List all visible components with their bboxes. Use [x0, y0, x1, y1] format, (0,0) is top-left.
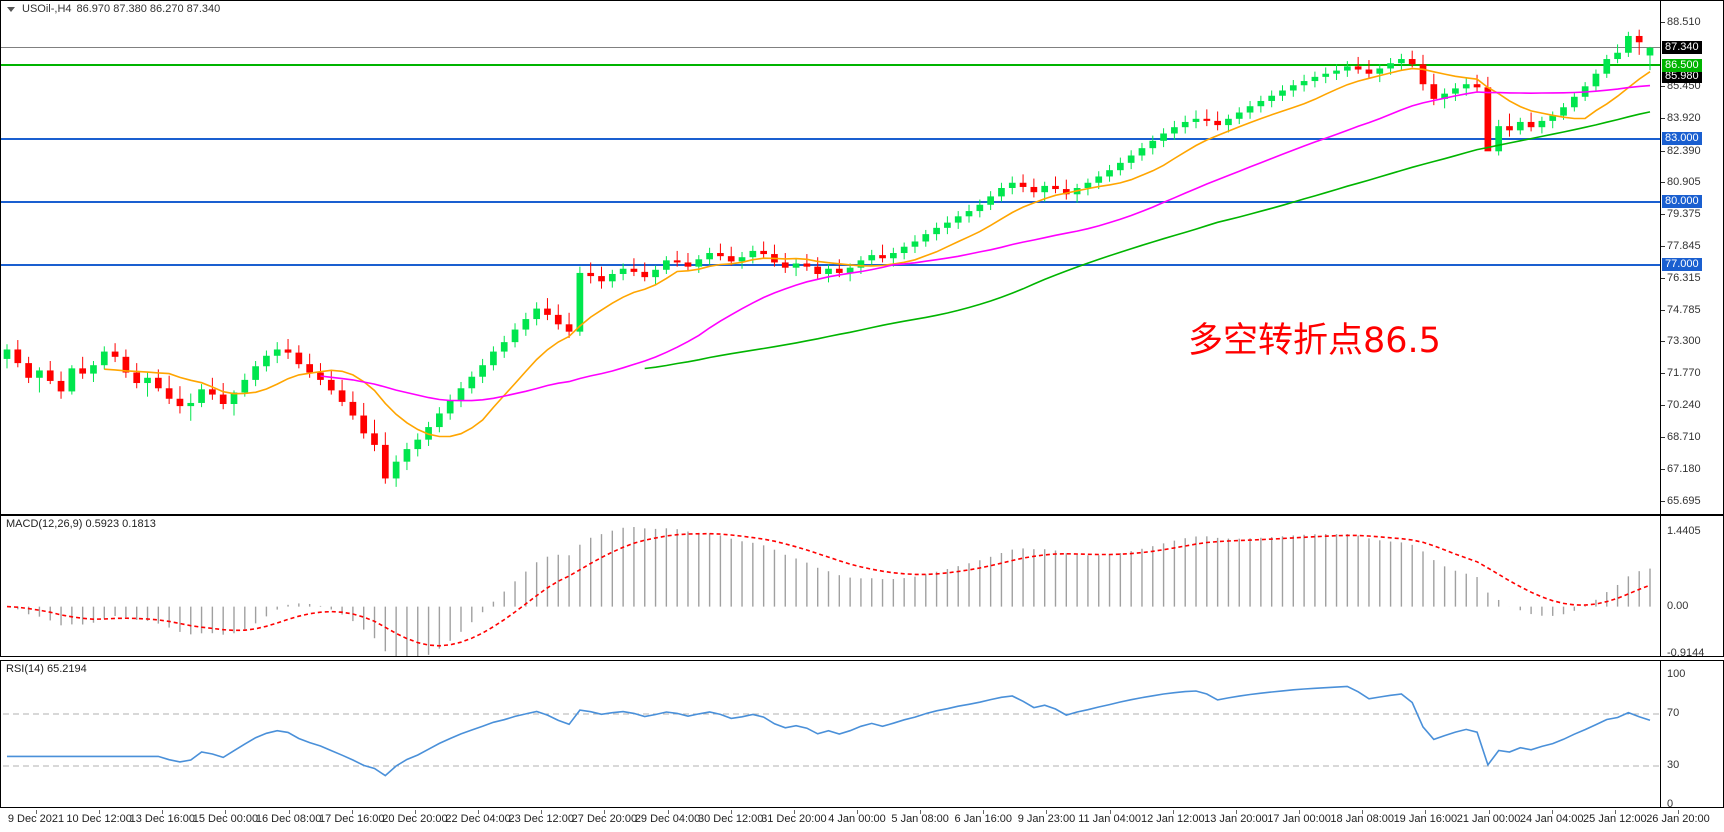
- time-axis-tick: [99, 810, 101, 814]
- rsi-panel[interactable]: RSI(14) 65.2194 100 70 30 0: [0, 660, 1724, 808]
- chart-symbol-label: USOil-,H4: [22, 3, 72, 15]
- chart-annotation-text: 多空转折点86.5: [1188, 321, 1441, 361]
- time-axis-label: 26 Jan 20:00: [1646, 813, 1710, 825]
- level-tag-80000[interactable]: 80.000: [1662, 195, 1702, 209]
- time-axis-tick: [414, 810, 416, 814]
- time-axis-label: 4 Jan 00:00: [828, 813, 886, 825]
- time-axis-label: 20 Dec 20:00: [382, 813, 448, 825]
- level-tag-86500[interactable]: 86.500: [1662, 58, 1702, 72]
- time-axis-tick: [1488, 810, 1490, 814]
- time-axis-label: 24 Jan 04:00: [1519, 813, 1584, 825]
- rsi-axis[interactable]: 100 70 30 0: [1660, 661, 1723, 807]
- time-axis-label: 25 Jan 12:00: [1583, 813, 1647, 825]
- support-line-86500[interactable]: [1, 64, 1723, 67]
- time-axis[interactable]: 9 Dec 2021 10 Dec 12:00 13 Dec 16:00 15 Dec…: [0, 810, 1724, 832]
- time-axis-label: 31 Dec 20:00: [761, 813, 827, 825]
- rsi-series: [3, 685, 1660, 777]
- macd-label: MACD(12,26,9) 0.5923 0.1813: [6, 518, 156, 530]
- macd-axis[interactable]: 1.4405 0.00 -0.9144: [1660, 516, 1723, 656]
- support-line-83000[interactable]: [1, 137, 1723, 140]
- time-axis-label: 10 Dec 12:00: [66, 813, 132, 825]
- time-axis-tick: [541, 810, 543, 814]
- rsi-label: RSI(14) 65.2194: [6, 663, 87, 675]
- time-axis-tick: [1172, 810, 1174, 814]
- time-axis-label: 19 Jan 16:00: [1393, 813, 1458, 825]
- time-axis-label: 30 Dec 12:00: [697, 813, 764, 825]
- time-axis-label: 5 Jan 08:00: [891, 813, 949, 825]
- macd-histogram: [17, 527, 1651, 656]
- time-axis-tick: [1109, 810, 1111, 814]
- time-axis-tick: [36, 810, 37, 814]
- rsi-line: [7, 685, 1651, 777]
- chart-header: USOil-,H4 86.970 87.380 86.270 87.340: [7, 3, 220, 15]
- price-axis[interactable]: 88.510 85.450 83.920 82.390 80.905 79.375 77.8…: [1660, 1, 1723, 514]
- ma-mid-line: [320, 84, 1651, 402]
- time-axis-tick: [1362, 810, 1364, 814]
- time-axis-label: 6 Jan 16:00: [954, 813, 1013, 825]
- time-axis-label: 15 Dec 00:00: [192, 813, 259, 825]
- last-price-tag[interactable]: 87.340: [1662, 41, 1702, 55]
- rsi-plot-area[interactable]: [1, 661, 1723, 807]
- time-axis-tick: [225, 810, 227, 814]
- time-axis-tick: [604, 810, 606, 814]
- time-axis-tick: [667, 810, 669, 814]
- price-plot-area[interactable]: [1, 1, 1723, 514]
- support-line-80000[interactable]: [1, 200, 1723, 203]
- time-axis-label: 17 Dec 16:00: [319, 813, 385, 825]
- time-axis-label: 13 Dec 16:00: [129, 813, 196, 825]
- time-axis-tick: [288, 810, 290, 814]
- time-axis-label: 13 Jan 20:00: [1204, 813, 1268, 825]
- time-axis-tick: [1425, 810, 1427, 814]
- time-axis-tick: [1614, 810, 1616, 814]
- time-axis-label: 11 Jan 04:00: [1078, 813, 1142, 825]
- time-axis-tick: [351, 810, 353, 814]
- time-axis-label: 17 Jan 00:00: [1267, 813, 1331, 825]
- time-axis-tick: [793, 810, 795, 814]
- time-axis-label: 9 Dec 2021: [7, 813, 65, 825]
- candlestick-series: [3, 29, 1654, 487]
- time-axis-tick: [1678, 810, 1679, 814]
- ma-fast-line: [104, 67, 1651, 438]
- time-axis-label: 16 Dec 08:00: [255, 813, 322, 825]
- time-axis-label: 9 Jan 23:00: [1017, 813, 1076, 825]
- time-axis-tick: [920, 810, 922, 814]
- time-axis-tick: [1299, 810, 1301, 814]
- macd-series: [6, 527, 1651, 656]
- time-axis-label: 21 Jan 00:00: [1456, 813, 1521, 825]
- main-price-panel[interactable]: USOil-,H4 86.970 87.380 86.270 87.340 88…: [0, 0, 1724, 515]
- level-tag-77000[interactable]: 77.000: [1662, 258, 1702, 272]
- triangle-down-icon[interactable]: [7, 6, 15, 12]
- time-axis-tick: [857, 810, 858, 814]
- time-axis-tick: [983, 810, 985, 814]
- time-axis-label: 23 Dec 12:00: [508, 813, 574, 825]
- time-axis-tick: [1046, 810, 1048, 814]
- time-axis-label: 18 Jan 08:00: [1330, 813, 1395, 825]
- last-price-line[interactable]: [1, 47, 1723, 49]
- time-axis-tick: [730, 810, 732, 814]
- time-axis-label: 27 Dec 20:00: [571, 813, 638, 825]
- time-axis-label: 29 Dec 04:00: [634, 813, 701, 825]
- macd-plot-area[interactable]: [1, 516, 1723, 656]
- macd-panel[interactable]: MACD(12,26,9) 0.5923 0.1813 1.4405 0.00 -0…: [0, 515, 1724, 657]
- chart-ohlc-label: 86.970 87.380 86.270 87.340: [76, 3, 221, 15]
- time-axis-tick: [478, 810, 480, 814]
- bid-price-tag[interactable]: 85.980: [1662, 69, 1702, 83]
- time-axis-tick: [1235, 810, 1237, 814]
- ma-slow-line: [644, 111, 1651, 370]
- time-axis-label: 22 Dec 04:00: [445, 813, 511, 825]
- time-axis-tick: [1551, 810, 1553, 814]
- time-axis-label: 12 Jan 12:00: [1140, 813, 1205, 825]
- macd-signal-line: [6, 532, 1651, 647]
- time-axis-tick: [162, 810, 164, 814]
- level-tag-83000[interactable]: 83.000: [1662, 132, 1702, 146]
